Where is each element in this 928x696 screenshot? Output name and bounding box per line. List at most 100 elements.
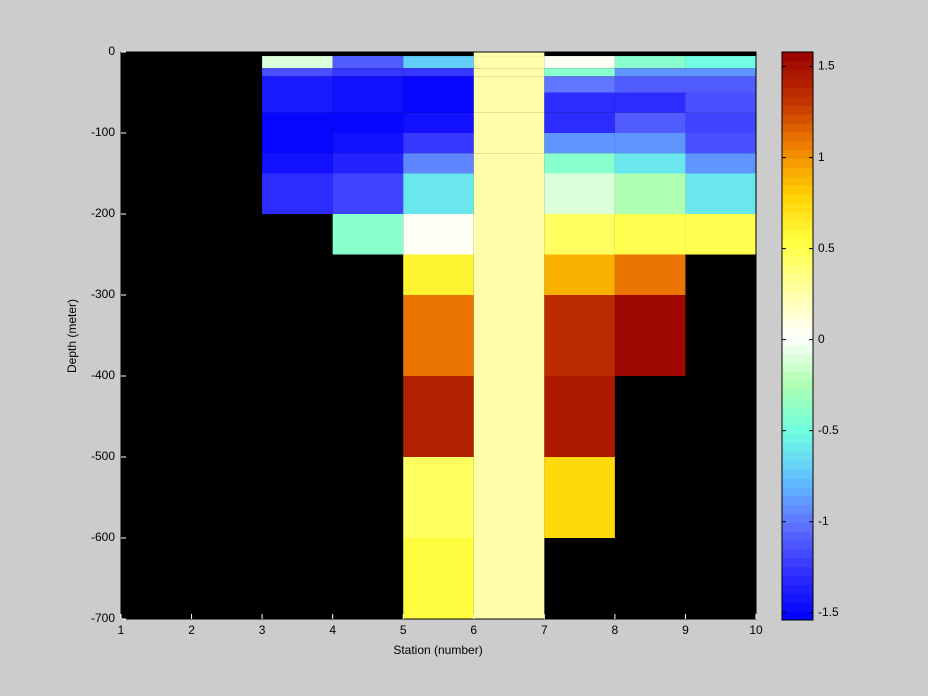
colorbar-band [782,167,813,177]
heatmap-cell [473,52,545,57]
colorbar-band [782,407,813,417]
heatmap-cell [473,173,545,214]
heatmap-cell [544,76,615,93]
heatmap-cell [685,68,756,77]
heatmap-cell [473,56,545,69]
heatmap-cell [403,254,474,295]
heatmap-cell [544,112,615,133]
heatmap-cell [473,538,545,619]
heatmap-cell [544,56,615,69]
colorbar-band [782,273,813,284]
colorbar-band [782,442,813,452]
colorbar-band [782,140,813,151]
heatmap-cell [332,173,404,214]
colorbar-band [782,371,813,381]
x-tick-label: 2 [188,623,195,637]
colorbar-band [782,265,813,275]
colorbar-band [782,291,813,301]
heatmap-cell [403,457,474,538]
y-tick-label: -500 [91,449,115,463]
colorbar-band [782,540,813,550]
x-tick-label: 4 [329,623,336,637]
heatmap-cell [262,92,333,113]
heatmap-cell [544,214,615,255]
heatmap-cell [262,133,333,154]
colorbar-tick-label: 1.5 [818,59,835,73]
heatmap-cell [685,56,756,69]
colorbar-band [782,69,813,80]
colorbar-band [782,460,813,470]
heatmap-cell [544,457,615,538]
heatmap-cell [332,56,404,69]
colorbar-band [782,123,813,133]
heatmap-cell [614,92,686,113]
colorbar-band [782,451,813,461]
heatmap-cell [685,92,756,113]
colorbar-band [782,398,813,408]
colorbar-tick-label: -1 [818,514,829,528]
heatmap-cell [403,112,474,133]
heatmap-cell [544,173,615,214]
heatmap-cell [473,153,545,174]
colorbar-band [782,238,813,248]
x-tick-label: 6 [470,623,477,637]
x-tick-label: 7 [541,623,548,637]
colorbar-band [782,424,813,435]
colorbar-band [782,478,813,488]
heatmap-cell [473,295,545,376]
heatmap-cell [403,214,474,255]
axes-frame [120,51,757,620]
heatmap-cell [403,133,474,154]
heatmap-cell [403,92,474,113]
colorbar-band [782,114,813,124]
heatmap-cell [403,295,474,376]
heatmap-cell [262,56,333,69]
heatmap-cell [685,173,756,214]
colorbar-band [782,469,813,479]
colorbar-band [782,176,813,186]
colorbar-band [782,149,813,159]
heatmap-cell [614,133,686,154]
colorbar-band [782,566,813,577]
heatmap-cell [614,173,686,214]
colorbar-band [782,300,813,310]
heatmap-cell [544,133,615,154]
colorbar-band [782,105,813,115]
colorbar-band [782,344,813,355]
colorbar-frame [781,51,814,621]
colorbar-band [782,593,813,603]
colorbar-band [782,220,813,230]
y-tick-label: 0 [108,44,115,58]
colorbar-band [782,389,813,399]
colorbar-band [782,380,813,390]
heatmap-cell [262,68,333,77]
colorbar-band [782,549,813,559]
colorbar-band [782,78,813,88]
heatmap-cell [473,133,545,154]
colorbar-band [782,229,813,239]
colorbar-band [782,158,813,168]
heatmap-cell [332,76,404,93]
colorbar-band [782,504,813,514]
colorbar-band [782,282,813,293]
heatmap-cell [332,112,404,133]
x-tick-label: 5 [400,623,407,637]
x-tick-label: 8 [612,623,619,637]
heatmap-cell [403,68,474,77]
heatmap-cell [473,112,545,133]
heatmap-cell [544,254,615,295]
y-axis-label: Depth (meter) [65,299,79,373]
colorbar-tick-label: 0.5 [818,241,835,255]
heatmap-cell [685,112,756,133]
heatmap-cell [614,295,686,376]
y-tick-label: -700 [91,611,115,625]
heatmap-cell [332,214,404,255]
heatmap-cell [685,214,756,255]
heatmap-cell [332,92,404,113]
colorbar-band [782,185,813,195]
colorbar-band [782,495,813,506]
heatmap-cell [262,76,333,93]
heatmap-cell [685,153,756,174]
heatmap-cell [544,68,615,77]
